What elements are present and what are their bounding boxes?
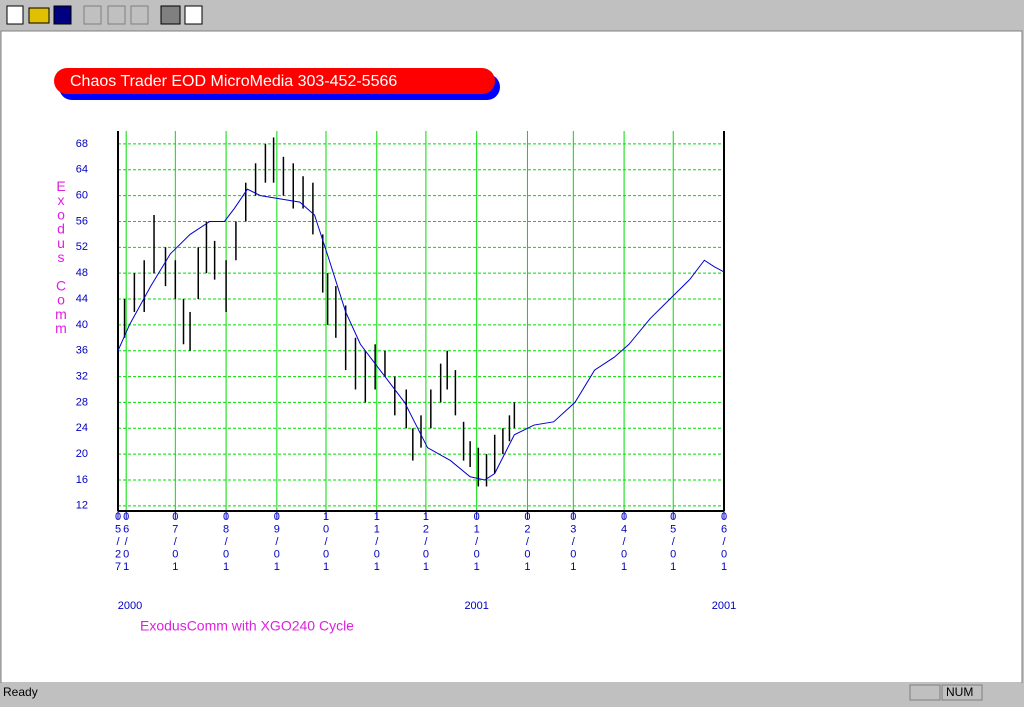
y-tick-label: 20 — [76, 448, 88, 460]
y-tick-label: 32 — [76, 370, 88, 382]
status-pane — [941, 684, 983, 701]
y-tick-label: 44 — [76, 293, 88, 305]
x-tick-label: 0 2/0 1 — [524, 511, 530, 573]
cycle-line — [117, 188, 725, 481]
status-pane — [909, 684, 941, 701]
cut-button[interactable] — [83, 5, 102, 25]
status-bar — [0, 683, 1024, 702]
y-tick-label: 24 — [76, 422, 88, 434]
status-text: Ready — [3, 685, 38, 699]
x-tick-label: 1 1/0 1 — [374, 511, 380, 573]
open-button[interactable] — [28, 7, 50, 24]
copy-button[interactable] — [107, 5, 126, 25]
x-tick-label: 0 6/0 1 — [123, 511, 129, 573]
x-tick-label: 0 7/0 1 — [172, 511, 178, 573]
paste-button[interactable] — [130, 5, 149, 25]
y-tick-label: 64 — [76, 164, 88, 176]
chart-title: Chaos Trader EOD MicroMedia 303-452-5566 — [70, 73, 397, 90]
y-tick-label: 28 — [76, 396, 88, 408]
toolbar-buttons — [6, 5, 203, 25]
x-tick-label: 0 6/0 1 — [721, 511, 727, 573]
y-tick-label: 36 — [76, 345, 88, 357]
document-area — [0, 30, 1023, 684]
y-tick-label: 40 — [76, 319, 88, 331]
x-tick-label: 1 0/0 1 — [323, 511, 329, 573]
x-tick-label: 0 5/0 1 — [670, 511, 676, 573]
y-tick-label: 48 — [76, 267, 88, 279]
y-tick-label: 52 — [76, 241, 88, 253]
y-tick-label: 12 — [76, 500, 88, 512]
x-tick-label: 0 8/0 1 — [223, 511, 229, 573]
y-tick-label: 56 — [76, 215, 88, 227]
y-tick-label: 68 — [76, 138, 88, 150]
toolbar — [0, 0, 1024, 31]
print-button[interactable] — [160, 5, 181, 25]
banner: Chaos Trader EOD MicroMedia 303-452-5566 — [54, 68, 500, 100]
x-tick-label: 0 1/0 1 — [474, 511, 480, 573]
x-tick-label: 0 4/0 1 — [621, 511, 627, 573]
x-tick-label: 0 3/0 1 — [570, 511, 576, 573]
help-button[interactable] — [184, 5, 203, 25]
x-tick-label: 0 9/0 1 — [274, 511, 280, 573]
x-axis-caption: ExodusComm with XGO240 Cycle — [140, 618, 354, 634]
new-button[interactable] — [6, 5, 24, 25]
year-label: 2000 — [118, 600, 142, 612]
year-label: 2001 — [464, 600, 488, 612]
save-button[interactable] — [53, 5, 72, 25]
num-indicator: NUM — [946, 685, 973, 699]
year-label: 2001 — [712, 600, 736, 612]
x-tick-label: 0 5/2 7 — [115, 511, 121, 573]
banner-pill — [54, 68, 495, 94]
y-tick-label: 60 — [76, 190, 88, 202]
y-tick-label: 16 — [76, 474, 88, 486]
x-tick-label: 1 2/0 1 — [423, 511, 429, 573]
